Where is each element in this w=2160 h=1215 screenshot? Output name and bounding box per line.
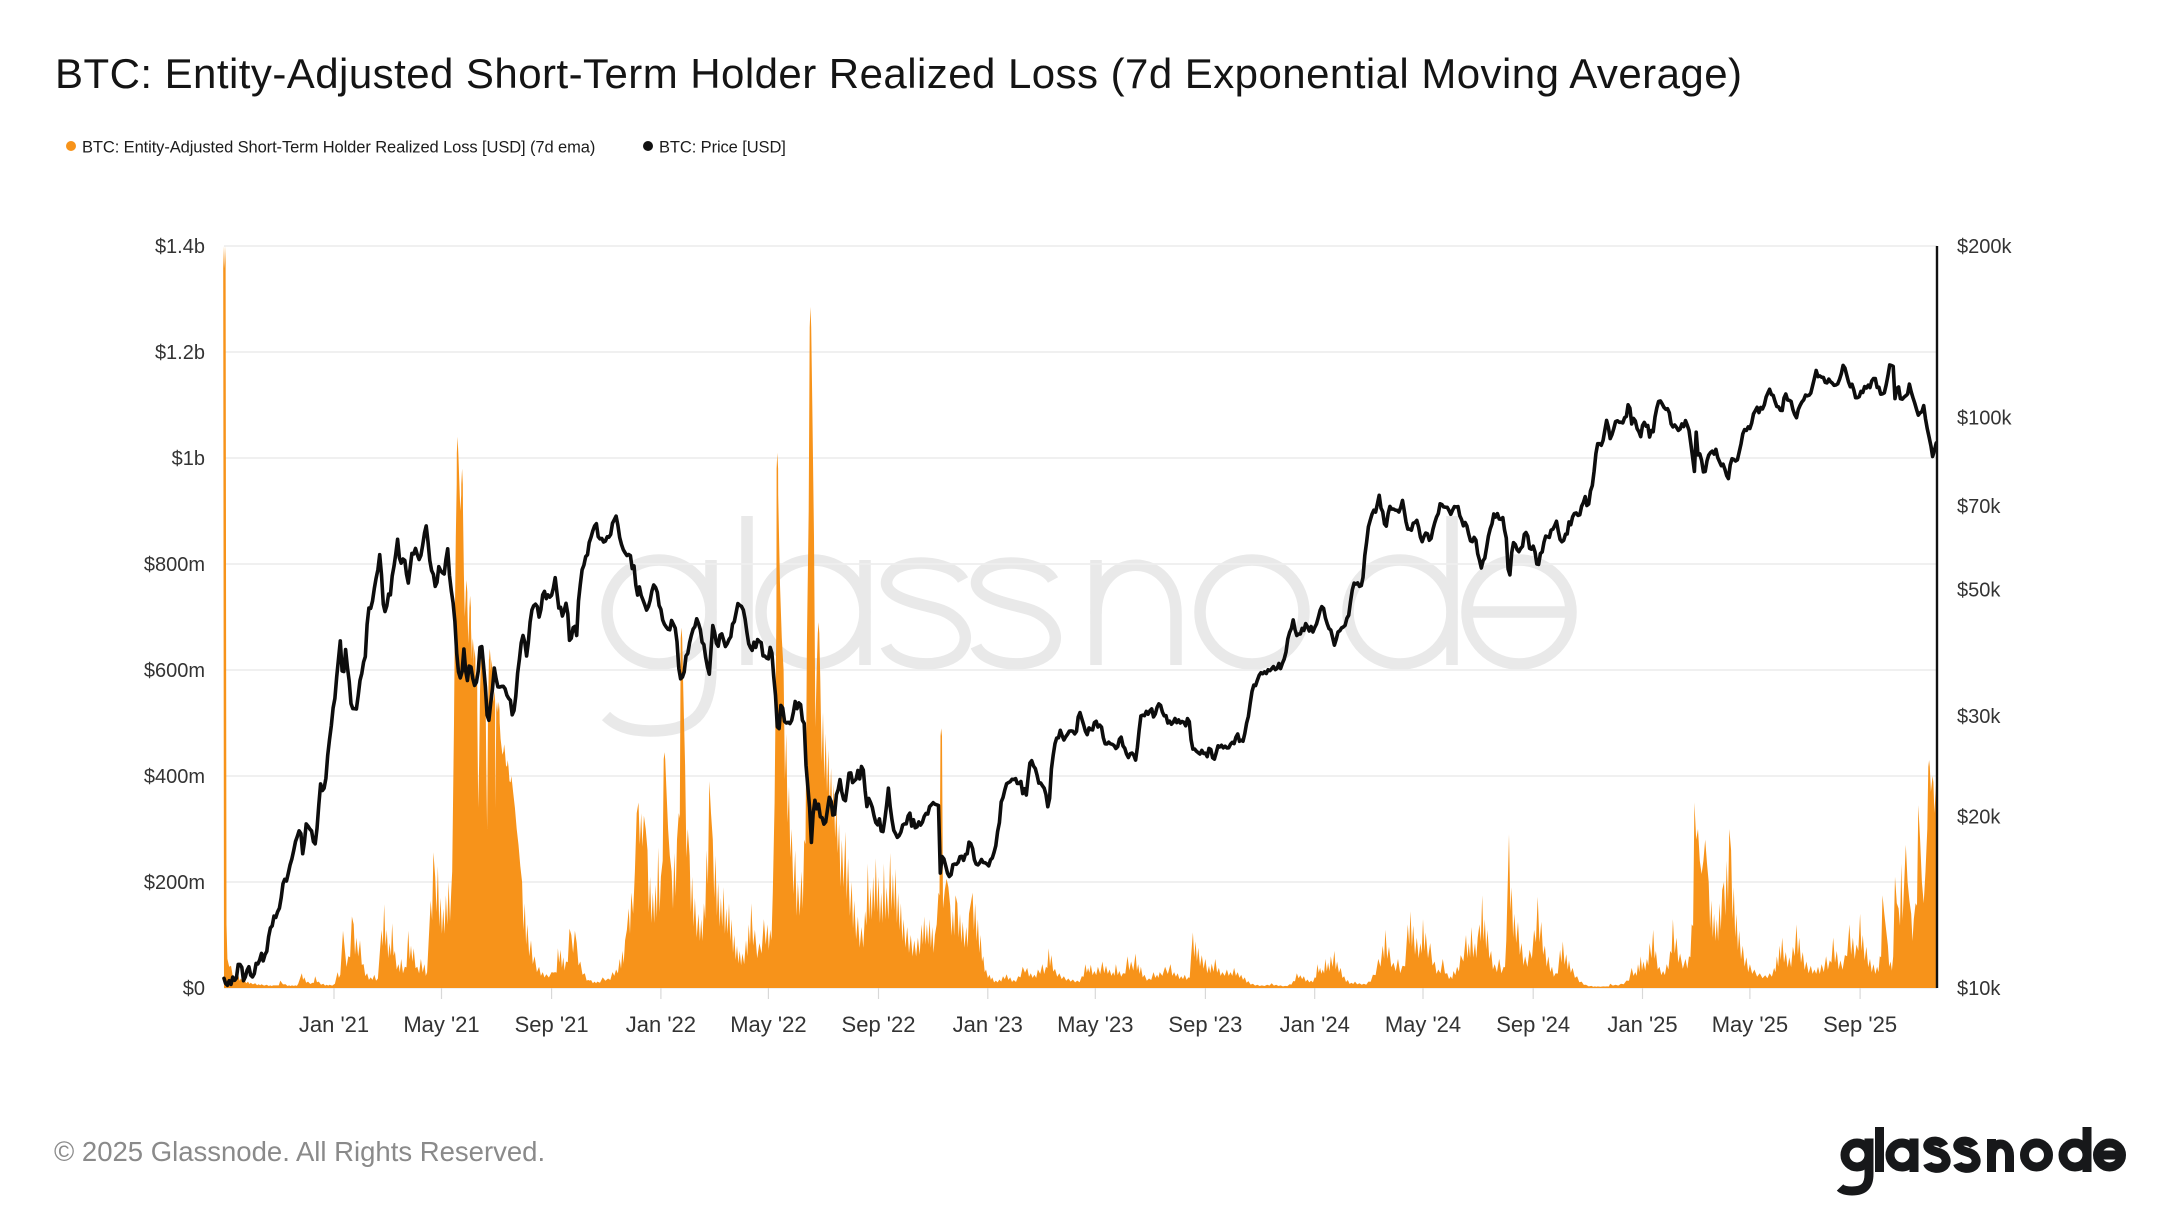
- svg-text:May '23: May '23: [1057, 1012, 1133, 1037]
- svg-text:$1.4b: $1.4b: [155, 236, 205, 258]
- svg-text:Sep '25: Sep '25: [1823, 1012, 1897, 1037]
- svg-text:$10k: $10k: [1957, 978, 2001, 1000]
- svg-text:$800m: $800m: [144, 554, 205, 576]
- svg-text:$30k: $30k: [1957, 706, 2001, 728]
- svg-text:© 2025 Glassnode. All Rights R: © 2025 Glassnode. All Rights Reserved.: [54, 1136, 545, 1167]
- svg-text:Sep '23: Sep '23: [1168, 1012, 1242, 1037]
- svg-text:$50k: $50k: [1957, 579, 2001, 601]
- svg-text:$200k: $200k: [1957, 236, 2012, 258]
- svg-text:Jan '23: Jan '23: [953, 1012, 1023, 1037]
- svg-text:$100k: $100k: [1957, 408, 2012, 430]
- svg-text:Sep '24: Sep '24: [1496, 1012, 1570, 1037]
- svg-text:Sep '22: Sep '22: [842, 1012, 916, 1037]
- svg-text:$70k: $70k: [1957, 496, 2001, 518]
- svg-text:May '25: May '25: [1712, 1012, 1788, 1037]
- svg-text:Sep '21: Sep '21: [515, 1012, 589, 1037]
- svg-text:$600m: $600m: [144, 660, 205, 682]
- svg-text:May '22: May '22: [730, 1012, 806, 1037]
- svg-text:BTC: Entity-Adjusted Short-Ter: BTC: Entity-Adjusted Short-Term Holder R…: [55, 50, 1742, 97]
- svg-text:Jan '24: Jan '24: [1280, 1012, 1350, 1037]
- svg-text:May '24: May '24: [1385, 1012, 1461, 1037]
- svg-text:$1b: $1b: [172, 448, 205, 470]
- svg-text:BTC: Price [USD]: BTC: Price [USD]: [659, 139, 786, 157]
- svg-text:$200m: $200m: [144, 872, 205, 894]
- svg-text:Jan '22: Jan '22: [626, 1012, 696, 1037]
- svg-text:Jan '21: Jan '21: [299, 1012, 369, 1037]
- svg-text:May '21: May '21: [403, 1012, 479, 1037]
- svg-text:Jan '25: Jan '25: [1607, 1012, 1677, 1037]
- svg-text:$20k: $20k: [1957, 806, 2001, 828]
- svg-text:$400m: $400m: [144, 766, 205, 788]
- svg-text:BTC: Entity-Adjusted Short-Ter: BTC: Entity-Adjusted Short-Term Holder R…: [82, 139, 595, 157]
- svg-text:$0: $0: [183, 978, 205, 1000]
- svg-text:$1.2b: $1.2b: [155, 342, 205, 364]
